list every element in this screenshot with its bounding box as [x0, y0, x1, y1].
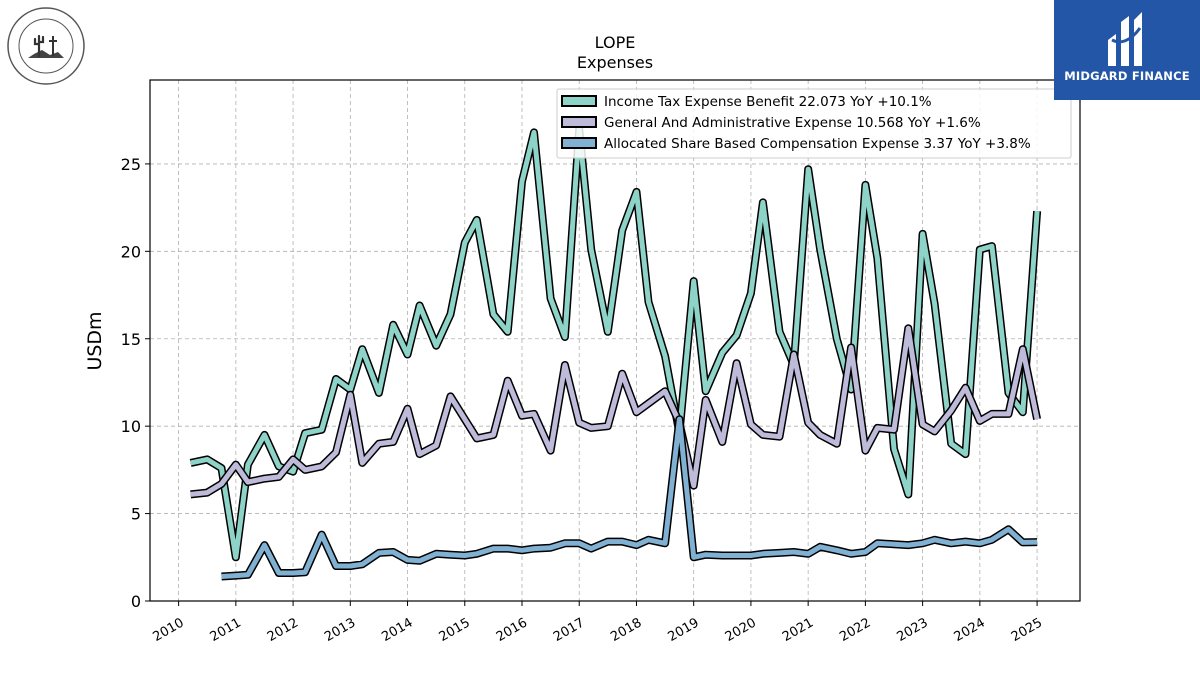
x-tick-label: 2012 — [265, 615, 301, 645]
y-tick-label: 20 — [121, 242, 141, 261]
x-tick-label: 2013 — [322, 615, 358, 645]
x-tick-label: 2014 — [379, 615, 415, 645]
y-axis-label: USDm — [84, 311, 106, 370]
series-line — [221, 416, 1038, 579]
legend-box — [556, 88, 1072, 159]
x-tick-label: 2016 — [494, 615, 530, 645]
y-tick-label: 25 — [121, 155, 141, 174]
plot-frame — [149, 79, 1081, 602]
x-tick-label: 2022 — [837, 615, 873, 645]
legend-label: Income Tax Expense Benefit 22.073 YoY +1… — [604, 94, 932, 110]
legend-swatch — [561, 116, 597, 128]
y-tick-label: 5 — [131, 505, 141, 524]
x-tick-label: 2010 — [150, 615, 186, 645]
x-tick-label: 2021 — [780, 615, 816, 645]
y-tick-label: 0 — [131, 592, 141, 611]
legend-swatch — [561, 95, 597, 107]
x-tick-label: 2019 — [666, 615, 702, 645]
brand-logo: MIDGARD FINANCE — [1054, 0, 1200, 100]
x-tick-label: 2023 — [894, 615, 930, 645]
x-tick-label: 2024 — [952, 615, 988, 645]
x-axis: 2010 2011 2012 2013 2014 2015 2016 2017 2018 2019… — [150, 601, 1045, 645]
x-tick-label: 2018 — [608, 615, 644, 645]
series-line — [190, 126, 1040, 560]
series-lines — [189, 125, 1042, 581]
x-tick-label: 2011 — [208, 615, 244, 645]
legend-label: General And Administrative Expense 10.56… — [604, 115, 981, 131]
chart-title: LOPE — [595, 33, 636, 52]
legend: Income Tax Expense Benefit 22.073 YoY +1… — [556, 88, 1072, 159]
y-tick-label: 15 — [121, 330, 141, 349]
y-tick-label: 10 — [121, 417, 141, 436]
y-axis: 0 5 10 15 20 25 — [121, 155, 150, 611]
legend-swatch — [561, 137, 597, 149]
brand-mark-icon — [1108, 12, 1142, 66]
university-seal-logo — [7, 7, 85, 85]
x-tick-label: 2025 — [1009, 615, 1045, 645]
x-tick-label: 2020 — [723, 615, 759, 645]
x-tick-label: 2017 — [551, 615, 587, 645]
chart-subtitle: Expenses — [577, 53, 653, 72]
legend-label: Allocated Share Based Compensation Expen… — [604, 136, 1031, 152]
x-tick-label: 2015 — [437, 615, 473, 645]
brand-name: MIDGARD FINANCE — [1064, 69, 1190, 83]
series-line — [190, 325, 1040, 497]
